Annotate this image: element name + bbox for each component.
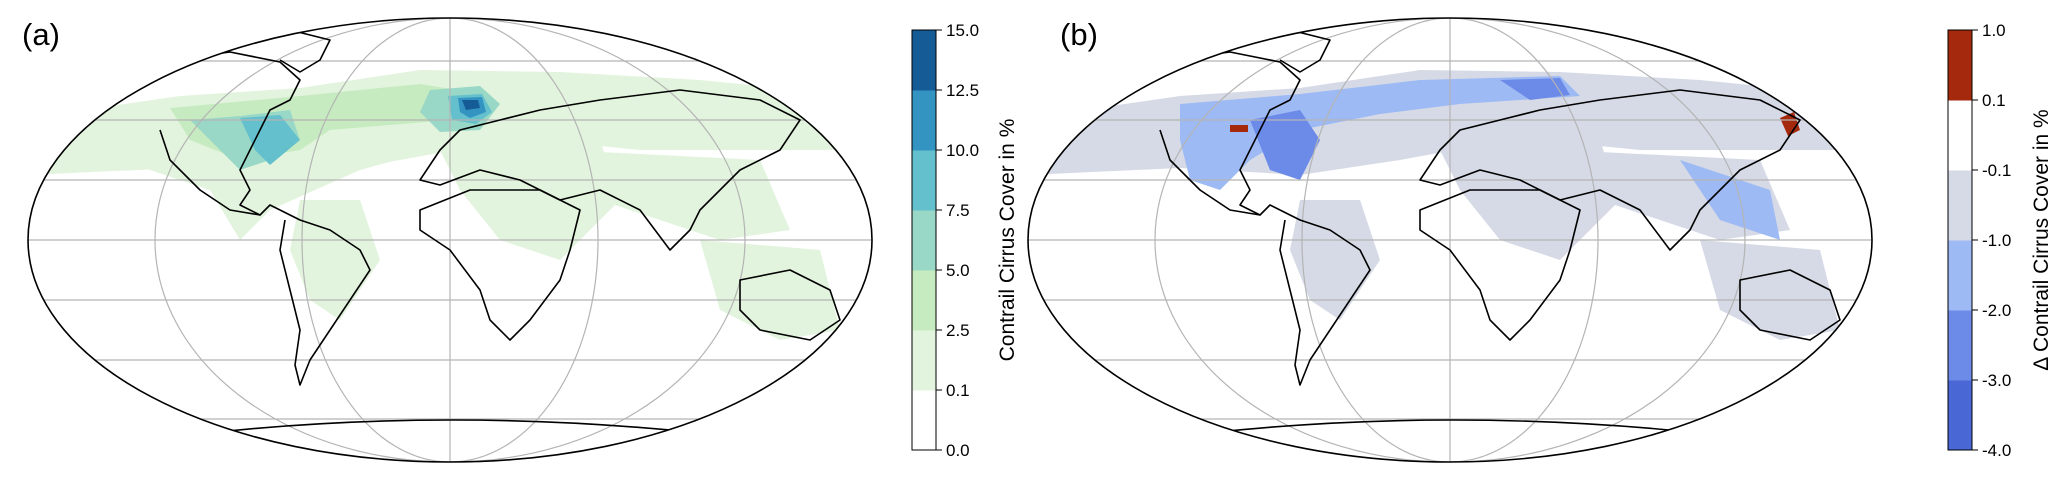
panel-a-colorbar-swatch xyxy=(912,330,936,391)
panel-a-colorbar-swatch xyxy=(912,30,936,91)
panel-a-tick-label: 15.0 xyxy=(946,21,979,40)
panel-b-tick-label: -2.0 xyxy=(1982,301,2011,320)
panel-a-tick-label: 12.5 xyxy=(946,81,979,100)
panel-b-tick-label: -0.1 xyxy=(1982,161,2011,180)
panel-b-colorbar-swatch xyxy=(1948,170,1972,241)
panel-b-colorbar-box xyxy=(1947,29,1973,451)
panel-a-map xyxy=(28,18,872,462)
panel-b-map-outline xyxy=(1027,17,1873,463)
panel-a-tick-label: 5.0 xyxy=(946,261,970,280)
panel-a-colorbar-swatch xyxy=(912,150,936,211)
panel-a-colorbar: 15.0 12.5 10.0 7.5 5.0 2.5 0.1 0.0 Contr… xyxy=(911,21,1019,460)
panel-b-graticule xyxy=(1028,18,1872,462)
panel-b-map xyxy=(1028,18,1872,462)
panel-a-colorbar-swatch xyxy=(912,210,936,271)
panel-b-colorbar-swatch xyxy=(1948,30,1972,101)
panel-a-colorbar-swatch xyxy=(912,90,936,151)
panel-b-colorbar-swatch xyxy=(1948,380,1972,451)
panel-a: (a) xyxy=(22,17,1019,463)
panel-a-tick-label: 0.1 xyxy=(946,381,970,400)
panel-b: (b) xyxy=(1027,17,2053,463)
panel-a-label: (a) xyxy=(22,17,60,52)
panel-b-tick-label: -1.0 xyxy=(1982,231,2011,250)
panel-b-colorbar-swatch xyxy=(1948,240,1972,311)
panel-a-colorbar-box xyxy=(911,29,937,451)
panel-a-colorbar-title: Contrail Cirrus Cover in % xyxy=(996,119,1019,362)
panel-a-colorbar-swatch xyxy=(912,390,936,451)
panel-b-colorbar: 1.0 0.1 -0.1 -1.0 -2.0 -3.0 -4.0 Δ Contr… xyxy=(1947,21,2053,460)
panel-a-tick-label: 7.5 xyxy=(946,201,970,220)
panel-b-label: (b) xyxy=(1060,17,1098,52)
panel-a-tick-label: 0.0 xyxy=(946,441,970,460)
panel-b-tick-label: 1.0 xyxy=(1982,21,2006,40)
panel-a-tick-label: 2.5 xyxy=(946,321,970,340)
panel-b-colorbar-title: Δ Contrail Cirrus Cover in % xyxy=(2030,109,2053,370)
panel-a-map-outline xyxy=(27,17,873,463)
panel-a-tick-label: 10.0 xyxy=(946,141,979,160)
panel-a-colorbar-swatch xyxy=(912,270,936,331)
panel-b-tick-label: -3.0 xyxy=(1982,371,2011,390)
panel-b-colorbar-swatch xyxy=(1948,310,1972,381)
panel-b-colorbar-swatch xyxy=(1948,100,1972,171)
panel-a-graticule xyxy=(28,18,872,462)
panel-b-tick-label: -4.0 xyxy=(1982,441,2011,460)
panel-b-tick-label: 0.1 xyxy=(1982,91,2006,110)
